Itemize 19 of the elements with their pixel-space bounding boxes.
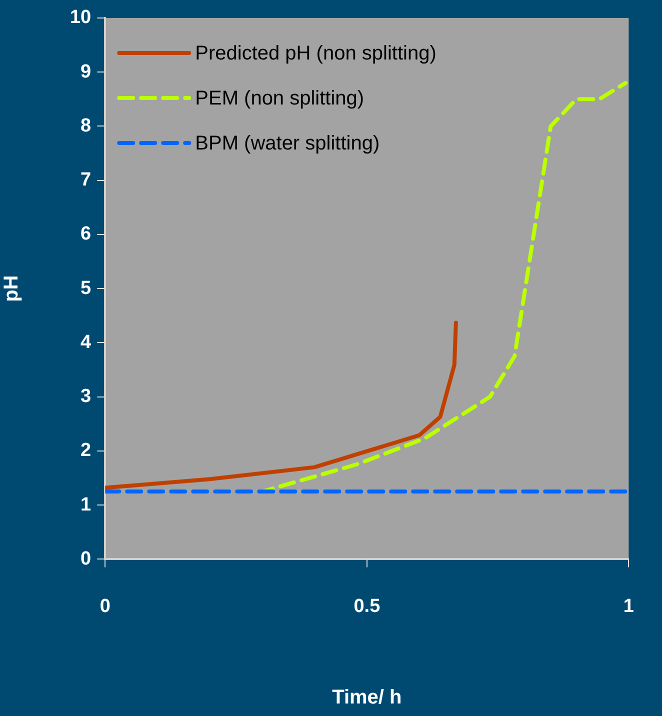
y-tick-label: 1	[80, 494, 92, 516]
y-tick-label: 10	[70, 7, 92, 28]
x-tick-label: 0.5	[354, 596, 381, 617]
legend-label: Predicted pH (non splitting)	[195, 42, 436, 65]
legend-label: PEM (non splitting)	[195, 88, 364, 110]
x-tick-label: 0	[100, 596, 110, 617]
y-tick-label: 4	[80, 332, 92, 353]
y-tick-label: 6	[80, 224, 92, 245]
x-tick-label: 1	[623, 596, 634, 617]
y-tick-label: 5	[80, 278, 92, 299]
y-tick-label: 3	[80, 386, 92, 408]
y-tick-label: 8	[80, 115, 92, 136]
y-axis-title: pH	[0, 275, 23, 302]
y-tick-label: 2	[80, 440, 92, 462]
y-tick-label: 9	[80, 61, 92, 82]
legend-label: BPM (water splitting)	[195, 132, 380, 155]
y-tick-label: 7	[80, 170, 92, 191]
x-axis-title: Time/ h	[332, 686, 402, 709]
y-tick-label: 0	[80, 548, 92, 570]
